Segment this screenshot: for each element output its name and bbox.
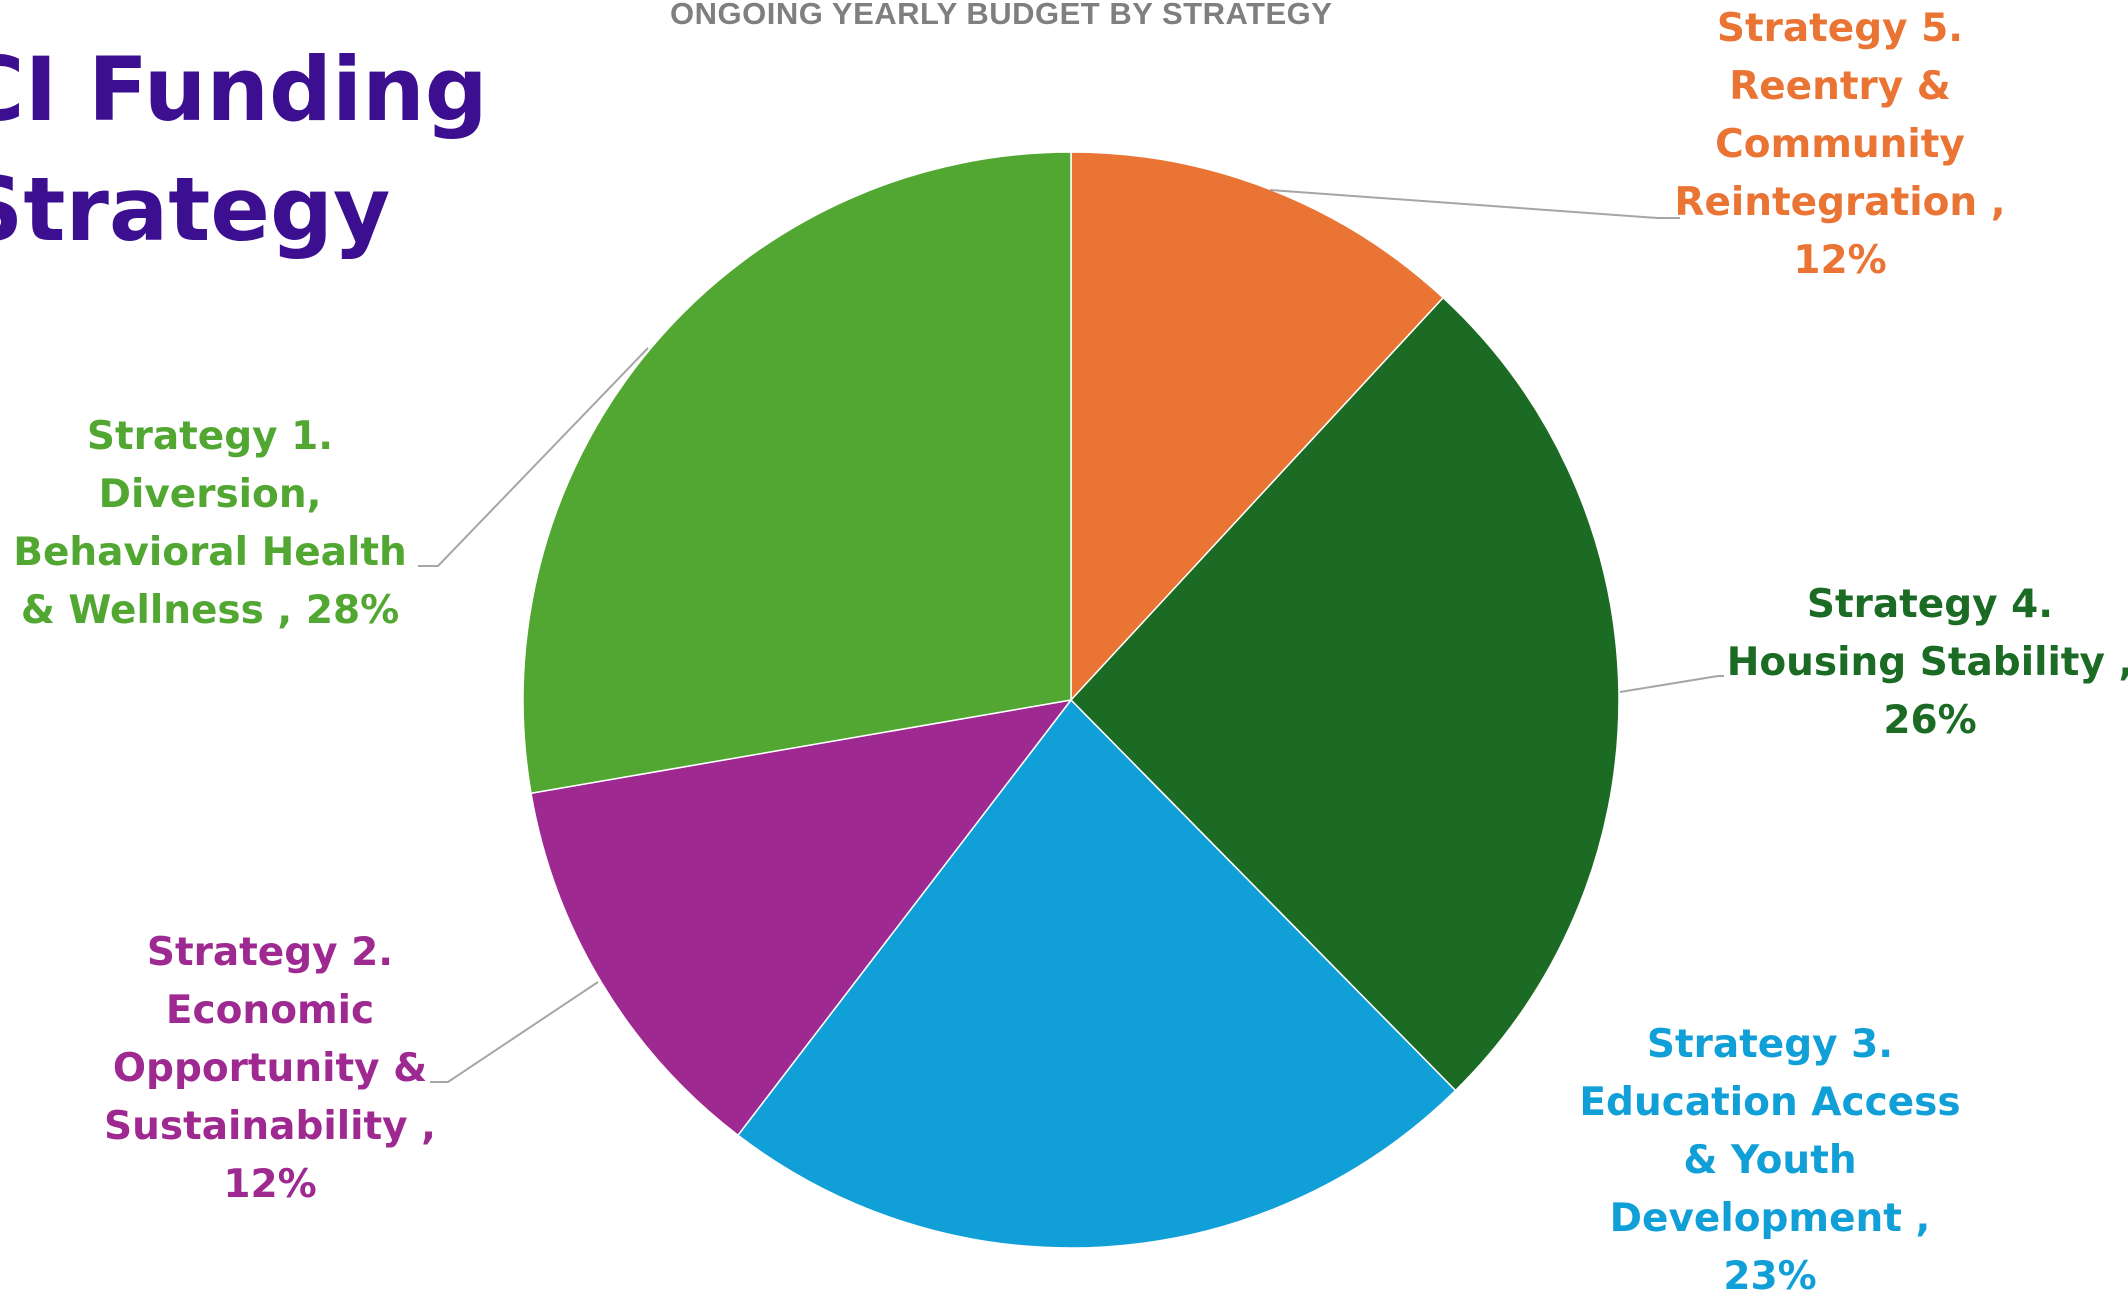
- pie-slice: [522, 151, 1072, 795]
- label-line: Reintegration ,: [1674, 180, 2006, 225]
- label-line: Behavioral Health: [13, 530, 407, 575]
- label-line: & Wellness , 28%: [20, 588, 400, 633]
- label-line: Reentry &: [1729, 64, 1951, 109]
- leader-lines: [418, 189, 1724, 1083]
- pie-slice: [530, 698, 1073, 1137]
- label-value: 12%: [1793, 238, 1887, 283]
- pie-slice: [736, 698, 1457, 1249]
- label-line: Strategy 3.: [1646, 1022, 1894, 1067]
- label-line: Housing Stability ,: [1726, 640, 2128, 685]
- page-title: CI Funding Strategy: [0, 30, 488, 270]
- label-line: Strategy 1.: [86, 414, 334, 459]
- chart-title: ONGOING YEARLY BUDGET BY STRATEGY: [670, 0, 1333, 31]
- label-value: 26%: [1883, 698, 1977, 743]
- label-line: Sustainability ,: [104, 1104, 436, 1149]
- page-title-line: Strategy: [0, 158, 391, 261]
- label-line: Strategy 4.: [1806, 582, 2054, 627]
- label-line: Opportunity &: [112, 1046, 428, 1091]
- leader-line: [1269, 189, 1680, 219]
- label-line: & Youth: [1683, 1138, 1857, 1183]
- leader-line: [1619, 675, 1724, 693]
- leader-line: [430, 981, 599, 1083]
- label-line: Strategy 5.: [1716, 6, 1964, 51]
- label-line: Strategy 2.: [146, 930, 394, 975]
- pie-slice: [1069, 296, 1620, 1092]
- slice-label-strategy-5: Strategy 5. Reentry & Community Reintegr…: [1640, 0, 2040, 290]
- label-line: Diversion,: [98, 472, 322, 517]
- label-value: 12%: [223, 1162, 317, 1207]
- label-line: Economic: [165, 988, 375, 1033]
- slice-label-strategy-1: Strategy 1. Diversion, Behavioral Health…: [0, 408, 420, 640]
- slice-label-strategy-3: Strategy 3. Education Access & Youth Dev…: [1540, 1016, 2000, 1306]
- label-line: Community: [1715, 122, 1965, 167]
- page-title-line: CI Funding: [0, 38, 488, 141]
- label-line: Education Access: [1579, 1080, 1961, 1125]
- label-value: 23%: [1723, 1254, 1817, 1299]
- slice-label-strategy-2: Strategy 2. Economic Opportunity & Susta…: [60, 924, 480, 1214]
- slice-label-strategy-4: Strategy 4. Housing Stability , 26%: [1700, 576, 2128, 750]
- pie-slices: [522, 151, 1620, 1249]
- label-line: Development ,: [1609, 1196, 1931, 1241]
- leader-line: [418, 347, 649, 567]
